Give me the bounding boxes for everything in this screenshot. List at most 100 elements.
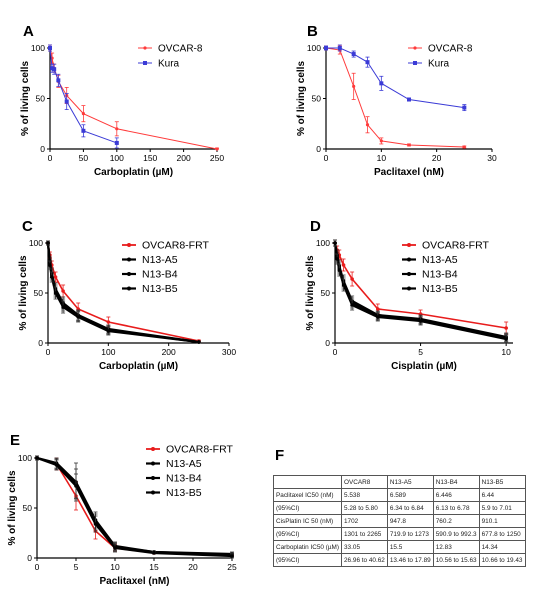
legend-label: N13-B4 [166,473,202,485]
table-cell: Carboplatin IC50 (µM) [273,540,342,554]
y-axis-title: % of living cells [7,470,18,545]
data-point [81,128,86,133]
data-point [418,319,423,323]
legend-entry: N13-B5 [402,283,458,295]
legend-label: Kura [428,59,450,70]
series-n13-b5 [333,239,509,344]
data-point [56,78,61,83]
legend-label: N13-B4 [142,269,178,281]
data-point [341,283,346,287]
data-point [54,463,59,467]
x-tick-label: 20 [188,562,198,572]
table-cell: 6.34 to 6.84 [386,501,434,515]
series-line [326,47,465,109]
x-tick-label: 0 [324,153,329,163]
data-point [350,277,354,281]
table-cell: 13.46 to 17.89 [386,553,434,567]
legend-entry: N13-B4 [122,269,178,281]
x-tick-label: 200 [177,153,191,163]
table-cell: 910.1 [478,514,526,528]
data-point [61,289,65,293]
y-tick-label: 100 [29,238,43,248]
data-point [462,105,467,110]
data-point [64,99,69,104]
table-cell: 6.589 [386,488,434,502]
series-kura [324,44,467,112]
data-point [351,52,356,57]
chart-a: A 0 50 100 150 200 250 0 50 100 Carboplatin (µM) % … [20,23,224,178]
data-point [350,303,354,307]
table-cell: 12.83 [432,540,480,554]
x-tick-label: 10 [501,347,511,357]
table-cell: 33.05 [341,540,388,554]
y-tick-label: 50 [23,503,33,513]
data-point [52,67,57,72]
table-cell: Paclitaxel IC50 (nM) [273,488,342,502]
x-tick-label: 5 [74,562,79,572]
table-cell: 677.8 to 1250 [478,527,526,541]
table-cell: 10.66 to 19.43 [478,553,526,567]
chart-e: E 0 5 10 15 20 25 0 50 100 Paclitaxel (nM) % of liv… [7,432,237,587]
legend-label: Kura [158,59,180,70]
x-tick-label: 10 [377,153,387,163]
series-kura [48,44,119,149]
legend-label: OVCAR8-FRT [166,444,233,456]
data-point [333,241,337,245]
data-point [48,263,52,267]
x-tick-label: 0 [333,347,338,357]
x-tick-label: 20 [432,153,442,163]
x-tick-label: 5 [418,347,423,357]
legend-swatch-marker [151,461,155,466]
panel-label: B [307,23,318,40]
table-cell: 14.34 [478,540,526,554]
legend-entry: N13-B4 [402,269,458,281]
table-cell: 6.13 to 6.78 [432,501,480,515]
data-point [375,315,380,319]
x-tick-label: 100 [101,347,115,357]
table-row: (95%CI) 26.96 to 40.62 13.46 to 17.89 10.56… [273,553,526,567]
table-cell: 5.538 [341,488,388,502]
y-tick-label: 100 [31,43,45,53]
x-axis-title: Carboplatin (µM) [94,167,173,178]
table-cell: 26.96 to 40.62 [341,553,388,567]
data-point [504,337,508,341]
data-point [49,275,54,279]
legend-entry: OVCAR8-FRT [402,240,489,252]
legend-label: OVCAR-8 [428,44,473,55]
legend-entry: N13-B4 [146,473,202,485]
y-tick-label: 50 [321,288,331,298]
table-cell: (95%CI) [273,501,342,515]
series-n13-b5 [46,240,201,344]
y-tick-label: 100 [316,238,330,248]
data-point [407,97,411,102]
x-axis-title: Cisplatin (µM) [391,361,457,372]
data-point [93,522,98,526]
data-point [50,66,55,71]
legend-swatch-marker [407,272,411,276]
y-axis-title: % of living cells [18,255,29,330]
table-cell: N13-A5 [386,475,434,489]
table-cell [273,475,342,489]
panel-label-f: F [275,447,285,464]
table-row: (95%CI) 1301 to 2265 719.9 to 1273 590.9 to… [273,527,526,541]
x-tick-label: 25 [227,562,237,572]
x-tick-label: 200 [162,347,176,357]
data-point [106,320,111,324]
table-cell: 10.56 to 15.63 [432,553,480,567]
y-axis-title: % of living cells [305,255,316,330]
legend-entry: OVCAR-8 [138,44,203,55]
data-point [335,257,339,261]
data-point [152,551,156,555]
x-tick-label: 50 [79,153,89,163]
legend-entry: N13-A5 [122,254,178,266]
legend-label: OVCAR8-FRT [142,240,209,252]
series-n13-b4 [35,455,234,558]
data-point [215,147,219,151]
legend-swatch-marker [143,61,147,65]
legend-swatch-marker [151,490,155,495]
y-tick-label: 50 [34,288,44,298]
table-cell: OVCAR8 [341,475,388,489]
data-point [352,84,356,88]
data-point [379,81,384,86]
